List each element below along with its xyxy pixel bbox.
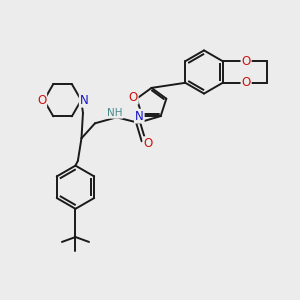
Text: NH: NH bbox=[107, 108, 123, 118]
Text: O: O bbox=[128, 91, 138, 104]
Text: O: O bbox=[242, 55, 251, 68]
Text: O: O bbox=[242, 76, 251, 89]
Text: N: N bbox=[80, 94, 88, 107]
Text: N: N bbox=[135, 110, 144, 123]
Text: O: O bbox=[143, 137, 153, 150]
Text: O: O bbox=[37, 94, 46, 107]
